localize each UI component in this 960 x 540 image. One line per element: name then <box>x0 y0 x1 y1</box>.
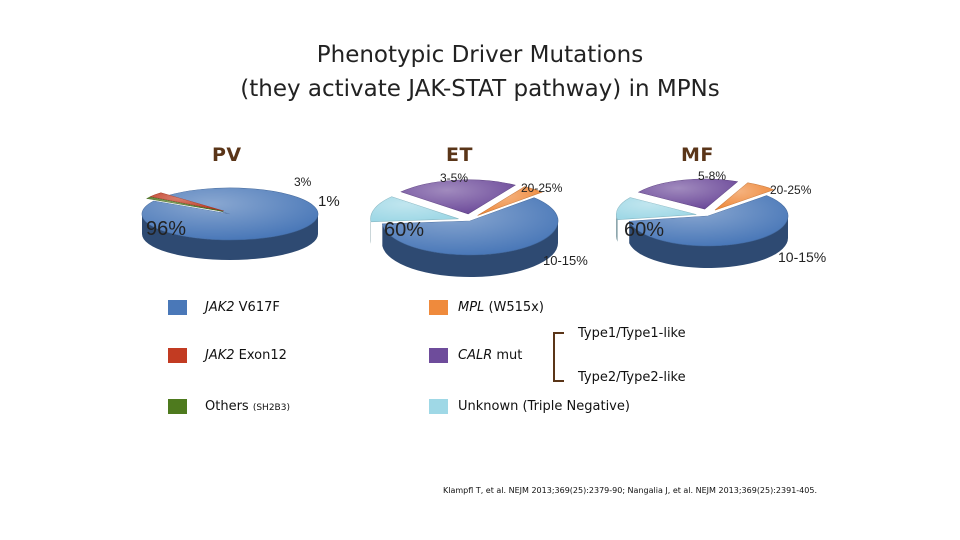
legend-swatch-others <box>168 398 187 414</box>
pie-title-pv: PV <box>212 144 242 166</box>
calr-type1-label: Type1/Type1-like <box>578 326 686 341</box>
et-label-calr: 20-25% <box>521 181 563 195</box>
legend-mpl-gene: MPL <box>458 299 485 315</box>
legend-jak2-v617f: JAK2 V617F <box>168 298 280 316</box>
legend-others-small: (SH2B3) <box>252 402 290 413</box>
pie-mf <box>615 178 789 269</box>
mf-label-unknown: 10-15% <box>778 249 826 265</box>
pie-side-pv-jak2-v617f <box>142 214 318 260</box>
chart-title-line2: (they activate JAK-STAT pathway) in MPNs <box>240 76 720 102</box>
mf-label-calr: 20-25% <box>770 183 812 197</box>
legend-mpl-rest: (W515x) <box>484 299 544 315</box>
legend-calr: CALR mut <box>429 346 522 364</box>
et-label-unknown: 10-15% <box>543 253 588 268</box>
legend-others: Others (SH2B3) <box>168 397 290 415</box>
pie-pv <box>141 187 319 260</box>
legend-calr-rest: mut <box>492 347 523 363</box>
legend-jak2-exon12-gene: JAK2 <box>205 347 235 363</box>
legend-jak2-v617f-rest: V617F <box>234 299 280 315</box>
pv-label-3: 3% <box>294 175 312 189</box>
et-label-60: 60% <box>384 219 424 241</box>
legend-jak2-exon12-rest: Exon12 <box>234 347 287 363</box>
pv-label-1: 1% <box>318 193 340 210</box>
legend-triple-negative-text: Unknown (Triple Negative) <box>458 398 630 414</box>
legend-jak2-exon12: JAK2 Exon12 <box>168 346 287 364</box>
mf-label-60: 60% <box>624 219 664 241</box>
legend-swatch-jak2-v617f <box>168 299 187 315</box>
pie-title-et: ET <box>446 144 473 166</box>
pie-side-mf-triple-negative <box>616 214 618 242</box>
pv-label-96: 96% <box>146 218 186 240</box>
chart-title-line1: Phenotypic Driver Mutations <box>316 42 644 68</box>
et-label-mpl: 3-5% <box>440 171 468 185</box>
legend-others-text: Others <box>205 398 253 414</box>
legend-swatch-calr <box>429 347 448 363</box>
legend-mpl: MPL (W515x) <box>429 298 544 316</box>
legend-calr-gene: CALR <box>458 347 493 363</box>
calr-type2-label: Type2/Type2-like <box>578 370 686 385</box>
mf-label-mpl: 5-8% <box>698 169 726 183</box>
pie-side-et-jak2-v617f <box>382 221 558 278</box>
legend-jak2-v617f-gene: JAK2 <box>205 299 235 315</box>
legend-swatch-triple-negative <box>429 398 448 414</box>
pie-side-mf-jak2-v617f <box>629 216 788 269</box>
pie-title-mf: MF <box>681 144 714 166</box>
pie-et <box>370 179 559 278</box>
legend-triple-negative: Unknown (Triple Negative) <box>429 397 630 415</box>
calr-type-brace <box>553 332 564 382</box>
citation: Klampfl T, et al. NEJM 2013;369(25):2379… <box>443 486 817 495</box>
legend-swatch-jak2-exon12 <box>168 347 187 363</box>
legend-swatch-mpl <box>429 299 448 315</box>
